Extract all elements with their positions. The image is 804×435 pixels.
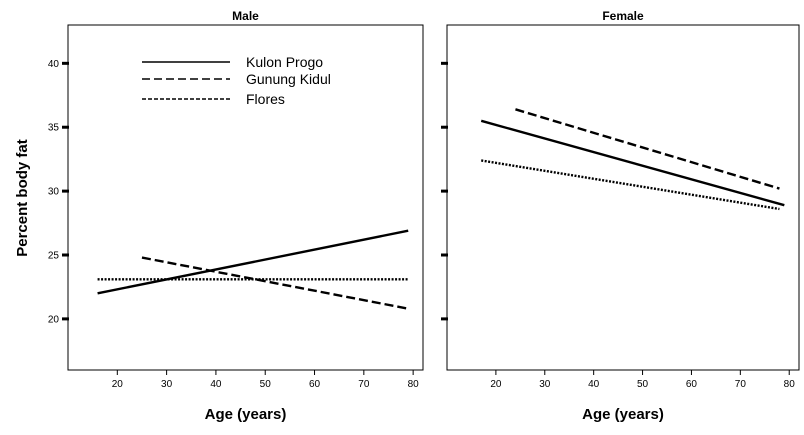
y-tick-label: 30 (48, 187, 60, 198)
x-axis-label: Age (years) (582, 406, 664, 423)
y-tick-label: 40 (48, 59, 60, 70)
x-tick-label: 80 (784, 379, 796, 390)
x-tick-label: 80 (408, 379, 420, 390)
x-axis-label: Age (years) (205, 406, 287, 423)
y-tick-label: 35 (48, 123, 60, 134)
x-tick-label: 50 (260, 379, 272, 390)
x-tick-label: 60 (686, 379, 698, 390)
legend-label: Flores (246, 91, 285, 107)
panel-female: Female 20 30 40 50 60 70 80 Age (years) (441, 9, 800, 423)
y-tick-label: 20 (48, 314, 60, 325)
x-tick-label: 30 (539, 379, 551, 390)
x-tick-label: 30 (161, 379, 173, 390)
panel-title: Female (602, 9, 644, 23)
x-tick-label: 60 (309, 379, 321, 390)
panel-frame (446, 24, 800, 371)
x-tick-label: 40 (588, 379, 600, 390)
y-tick-label: 25 (48, 251, 60, 262)
series-line-kulon-progo (97, 229, 409, 295)
x-tick-label: 20 (112, 379, 124, 390)
series-line-kulon-progo (480, 119, 785, 207)
x-tick-label: 70 (735, 379, 747, 390)
panel-male: Male 20 30 40 50 60 70 80 20 25 30 35 40 Age (years) K… (48, 9, 424, 423)
panel-title: Male (232, 9, 259, 23)
y-axis-label: Percent body fat (14, 139, 31, 257)
x-tick-label: 70 (358, 379, 370, 390)
x-tick-label: 50 (637, 379, 649, 390)
legend-label: Kulon Progo (246, 54, 323, 70)
series-line-gunung-kidul (515, 108, 780, 190)
x-tick-label: 20 (490, 379, 502, 390)
panel-frame (67, 24, 424, 371)
x-tick-label: 40 (210, 379, 222, 390)
legend-label: Gunung Kidul (246, 71, 331, 87)
series-line-flores (481, 159, 780, 211)
series-line-gunung-kidul (141, 256, 409, 310)
